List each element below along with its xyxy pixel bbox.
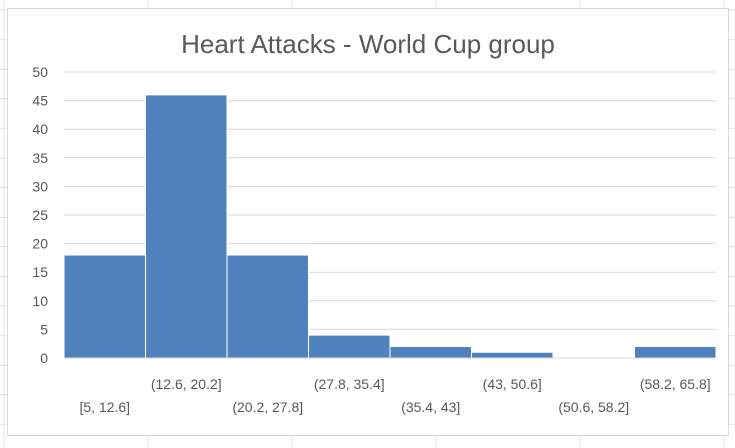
chart-area[interactable]: Heart Attacks - World Cup group 0 5 10 15 20… <box>7 8 729 436</box>
chart-title: Heart Attacks - World Cup group <box>181 29 555 59</box>
histogram-bar[interactable] <box>389 346 472 359</box>
y-tick-label: 25 <box>32 207 48 223</box>
x-tick-label: (35.4, 43] <box>401 399 460 415</box>
y-tick-label: 0 <box>40 350 48 366</box>
y-tick-label: 20 <box>32 236 48 252</box>
histogram-bar[interactable] <box>634 346 717 359</box>
x-tick-label: (58.2, 65.8] <box>640 376 711 392</box>
y-tick-label: 45 <box>32 93 48 109</box>
y-tick-label: 50 <box>32 64 48 80</box>
histogram-bar[interactable] <box>308 334 391 359</box>
x-tick-label: (12.6, 20.2] <box>151 376 222 392</box>
y-tick-label: 35 <box>32 150 48 166</box>
y-tick-label: 10 <box>32 293 48 309</box>
y-tick-label: 30 <box>32 178 48 194</box>
x-tick-label: (50.6, 58.2] <box>558 399 629 415</box>
x-tick-label: (43, 50.6] <box>483 376 542 392</box>
plot-area: 0 5 10 15 20 25 30 35 40 45 50 [5, 12.6] (12.6, 20.2… <box>32 64 717 415</box>
histogram-bar[interactable] <box>226 254 309 359</box>
x-tick-label: (20.2, 27.8] <box>232 399 303 415</box>
y-tick-label: 40 <box>32 121 48 137</box>
x-tick-label: (27.8, 35.4] <box>314 376 385 392</box>
histogram-bar[interactable] <box>63 254 146 359</box>
histogram-bar[interactable] <box>145 94 228 359</box>
y-tick-label: 5 <box>40 321 48 337</box>
histogram-bar[interactable] <box>471 351 554 359</box>
y-tick-label: 15 <box>32 264 48 280</box>
x-tick-label: [5, 12.6] <box>79 399 130 415</box>
